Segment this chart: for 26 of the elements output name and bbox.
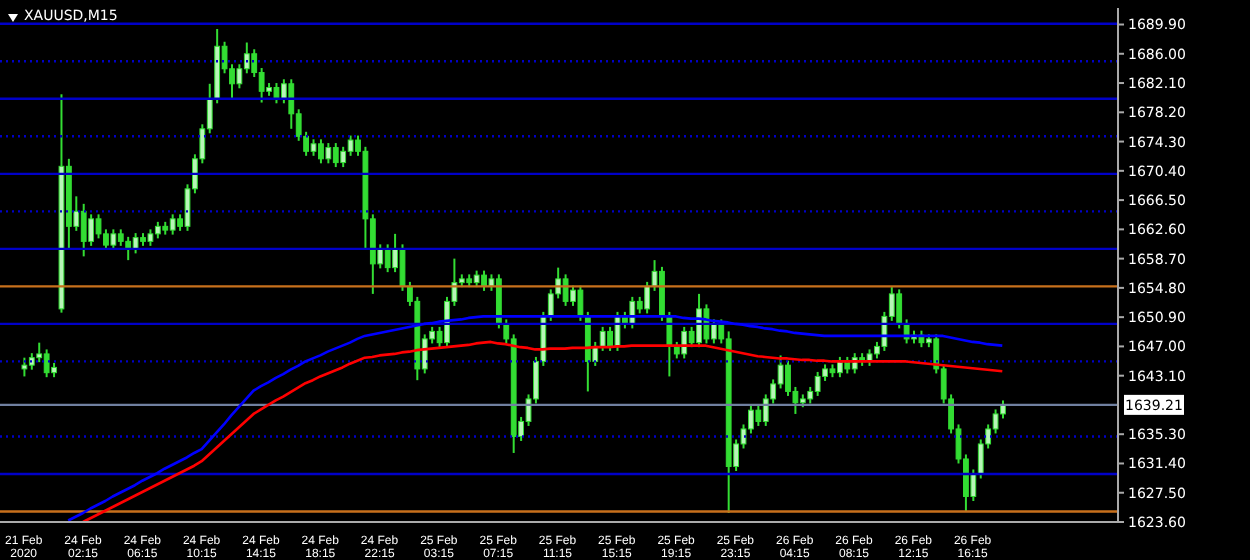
candlestick [481,269,487,292]
candlestick [110,228,117,251]
candlestick [577,284,584,322]
candlestick [88,213,95,247]
candlestick [43,348,50,379]
candlestick [288,78,295,130]
candlestick [814,370,821,397]
candlestick [318,138,324,165]
candlestick [132,232,139,255]
candlestick [325,142,332,165]
candlestick [644,280,651,315]
candlestick [384,243,391,274]
candlestick [80,202,87,258]
candlestick [273,82,280,105]
candlestick [95,213,102,240]
candlestick [332,142,339,169]
candlestick [599,325,606,352]
candlestick [169,213,176,236]
candlestick [347,134,354,157]
candlestick [896,288,903,330]
candlestick [607,325,613,352]
candlestick [562,273,569,307]
candlestick [755,404,762,427]
candlestick [570,284,576,307]
candlestick [340,145,347,169]
candlestick [21,356,28,378]
